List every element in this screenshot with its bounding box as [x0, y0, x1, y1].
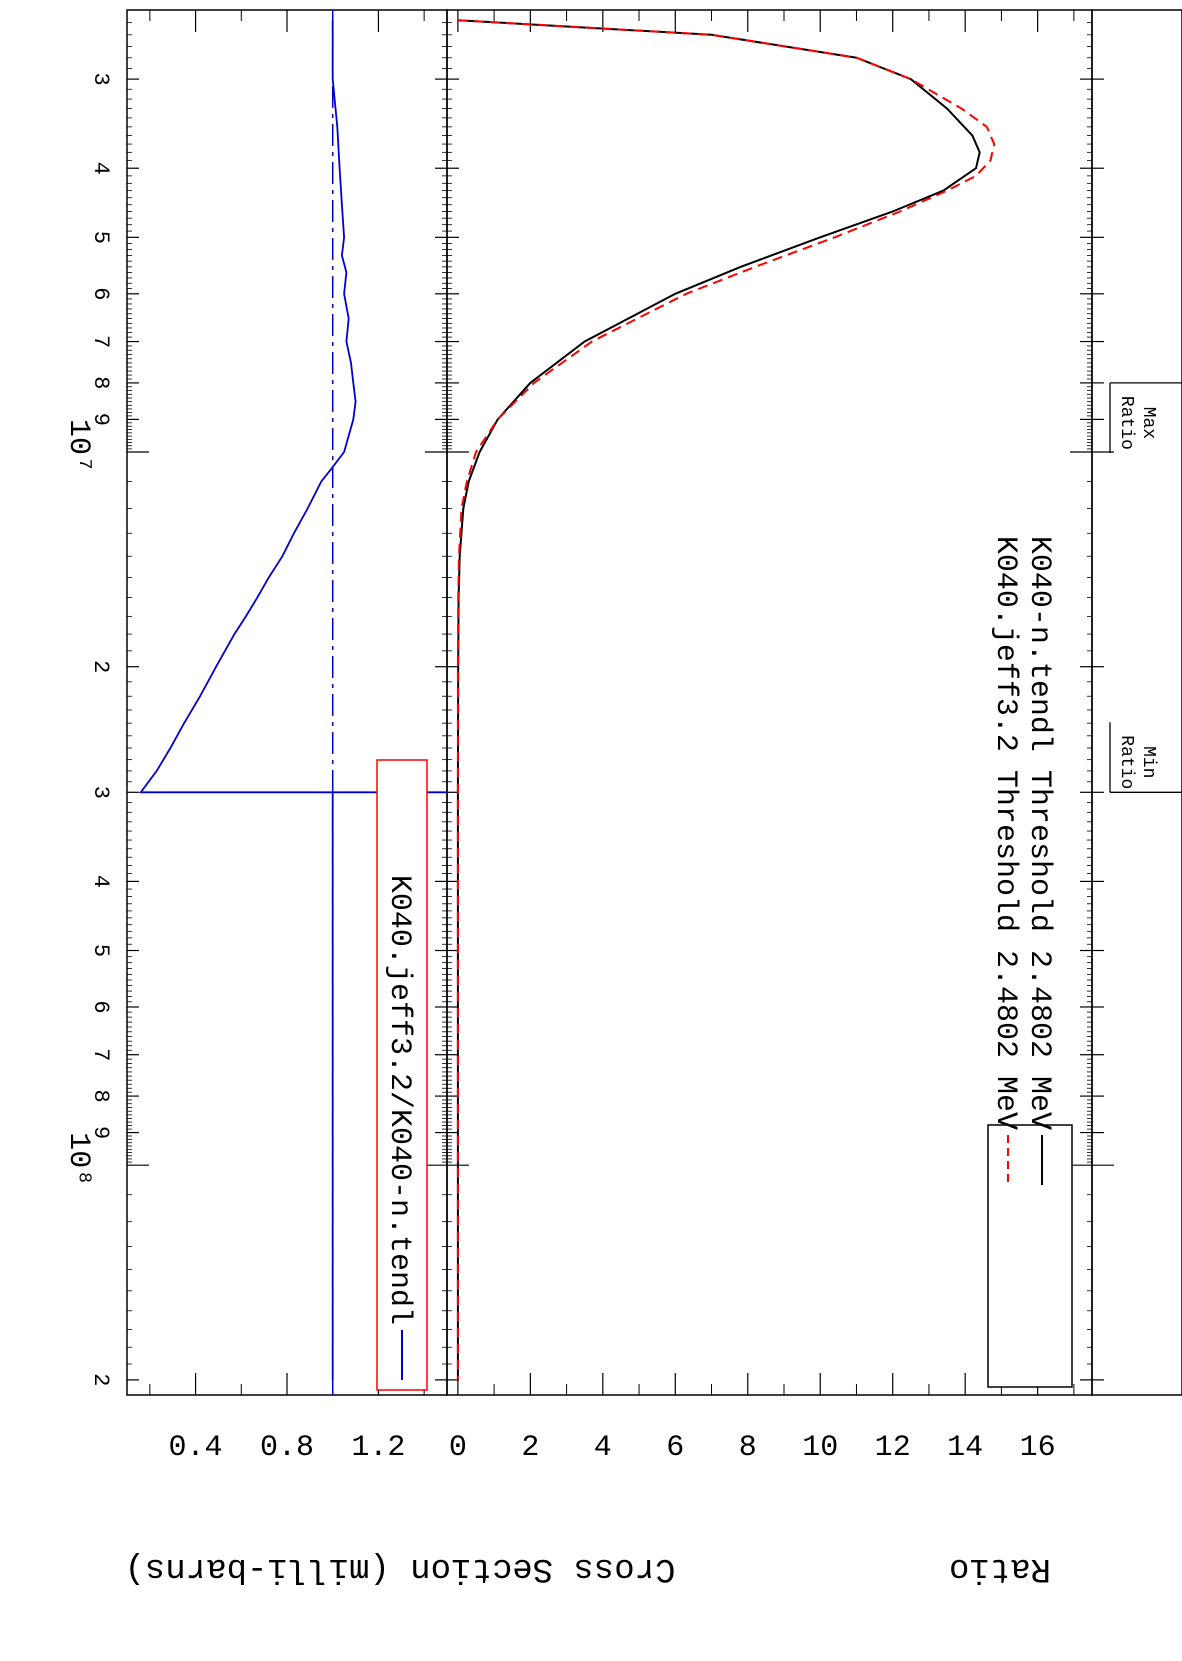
- ratio-marker-label: Ratio: [1116, 735, 1136, 789]
- y-tick-label: 4: [594, 1431, 612, 1465]
- x-tick-label: 5: [88, 944, 113, 957]
- x-tick-label: 6: [88, 1000, 113, 1013]
- ratio-marker-label: Min: [1138, 746, 1158, 778]
- y-tick-label: 8: [739, 1431, 757, 1465]
- y-tick-label: 0.8: [260, 1431, 314, 1465]
- ratio-marker-label: Ratio: [1116, 396, 1136, 450]
- x-decade-label: 10⁸: [61, 1132, 95, 1186]
- rotated-plot-frame: 0 2 4 6 8 10 12 14 16 3 4 5 6 7 8 9 2 3 4 5 6 7 8 9 2 10⁷ 10⁸ 0.4 0…: [61, 9, 1182, 1465]
- x-tick-label: 3: [88, 73, 113, 86]
- legend-entry: K040-n.tendl Threshold 2.4802 MeV: [1022, 536, 1056, 1130]
- cross-section-panel: 0 2 4 6 8 10 12 14 16: [446, 9, 1182, 1465]
- y-tick-label: 12: [875, 1431, 911, 1465]
- x-tick-label: 8: [88, 376, 113, 389]
- cross-section-axis-title: Cross Section (milli-barns): [125, 1549, 676, 1587]
- jeff-series-line: [456, 19, 996, 1380]
- x-tick-label: 5: [88, 231, 113, 244]
- x-tick-label: 9: [88, 413, 113, 426]
- ratio-marker-label: Max: [1138, 407, 1158, 439]
- ratio-legend-box: [376, 759, 428, 1391]
- y-tick-label: 10: [802, 1431, 838, 1465]
- x-tick-label: 2: [88, 1373, 113, 1386]
- y-tick-label: 1.2: [351, 1431, 405, 1465]
- ratio-series-line: [138, 20, 448, 1380]
- x-tick-label: 4: [88, 162, 113, 175]
- y-tick-label: 0: [449, 1431, 467, 1465]
- y-tick-label: 0.4: [169, 1431, 223, 1465]
- ratio-legend: K040.jeff3.2/K040-n.tendl: [376, 759, 428, 1391]
- legend-entry: K040.jeff3.2/K040-n.tendl: [382, 875, 416, 1325]
- y-tick-label: 2: [521, 1431, 539, 1465]
- x-decade-label: 10⁷: [61, 419, 95, 473]
- y-tick-label: 16: [1020, 1431, 1056, 1465]
- y-tick-label: 14: [947, 1431, 983, 1465]
- x-tick-label: 9: [88, 1126, 113, 1139]
- x-tick-label: 7: [88, 335, 113, 348]
- ratio-panel: 3 4 5 6 7 8 9 2 3 4 5 6 7 8 9 2 10⁷ 10⁸ 0.4 0.8 1.2: [61, 9, 448, 1465]
- tendl-series-line: [456, 19, 981, 1380]
- x-tick-label: 7: [88, 1048, 113, 1061]
- x-tick-label: 6: [88, 287, 113, 300]
- legend-entry: K040.jeff3.2 Threshold 2.4802 MeV: [988, 536, 1022, 1130]
- legend-box: [987, 1124, 1073, 1388]
- y-tick-label: 6: [666, 1431, 684, 1465]
- marker-band-frame: [1091, 9, 1182, 1396]
- x-tick-label: 2: [88, 660, 113, 673]
- cross-section-legend: K040-n.tendl Threshold 2.4802 MeVK040.je…: [987, 536, 1073, 1388]
- ratio-axis-title: Ratio: [949, 1549, 1051, 1587]
- x-tick-label: 4: [88, 875, 113, 888]
- x-tick-label: 8: [88, 1089, 113, 1102]
- x-tick-label: 3: [88, 786, 113, 799]
